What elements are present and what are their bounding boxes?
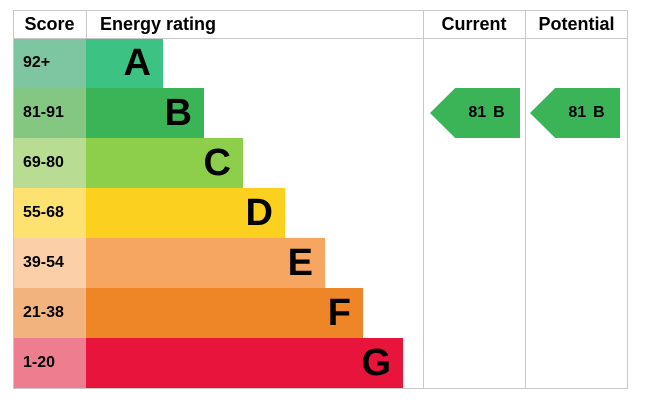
band-row-f: 21-38 F (14, 288, 363, 338)
band-score-range: 81-91 (14, 88, 86, 138)
band-score-range: 69-80 (14, 138, 86, 188)
grid-left-line (13, 10, 14, 389)
epc-rating-chart: Score Energy rating Current Potential 92… (13, 10, 628, 389)
band-score-range: 55-68 (14, 188, 86, 238)
score-column-header: Score (24, 14, 75, 34)
band-row-g: 1-20 G (14, 338, 403, 388)
current-rating-band: B (493, 104, 505, 121)
potential-rating-value: 81 (568, 104, 587, 121)
band-letter: D (245, 192, 273, 234)
band-score-range: 39-54 (14, 238, 86, 288)
current-rating-value: 81 (468, 104, 487, 121)
grid-potential-left-line (525, 10, 526, 389)
band-letter: G (361, 342, 391, 384)
band-row-d: 55-68 D (14, 188, 285, 238)
band-row-c: 69-80 C (14, 138, 243, 188)
band-letter: B (164, 92, 192, 134)
current-rating-arrow: 81 B (430, 88, 520, 138)
band-bar: D (86, 188, 285, 238)
band-letter: F (327, 292, 351, 334)
band-bar: E (86, 238, 325, 288)
energy-rating-column-header: Energy rating (100, 14, 217, 34)
grid-right-line (627, 10, 628, 389)
current-column-header: Current (441, 14, 507, 34)
grid-header-underline (13, 38, 628, 39)
band-row-e: 39-54 E (14, 238, 325, 288)
potential-rating-arrow: 81 B (530, 88, 620, 138)
grid-top-line (13, 10, 628, 11)
grid-score-divider-line (86, 10, 87, 38)
band-score-range: 1-20 (14, 338, 86, 388)
band-score-range: 92+ (14, 38, 86, 88)
band-bar: A (86, 38, 163, 88)
band-bar: B (86, 88, 204, 138)
band-score-range: 21-38 (14, 288, 86, 338)
band-row-b: 81-91 B (14, 88, 204, 138)
band-bar: F (86, 288, 363, 338)
band-letter: A (123, 42, 151, 84)
band-bar: C (86, 138, 243, 188)
band-letter: E (287, 242, 313, 284)
potential-column-header: Potential (538, 14, 615, 34)
band-letter: C (203, 142, 231, 184)
band-row-a: 92+ A (14, 38, 163, 88)
grid-current-left-line (423, 10, 424, 389)
band-bar: G (86, 338, 403, 388)
grid-bottom-line (13, 388, 628, 389)
potential-rating-band: B (593, 104, 605, 121)
